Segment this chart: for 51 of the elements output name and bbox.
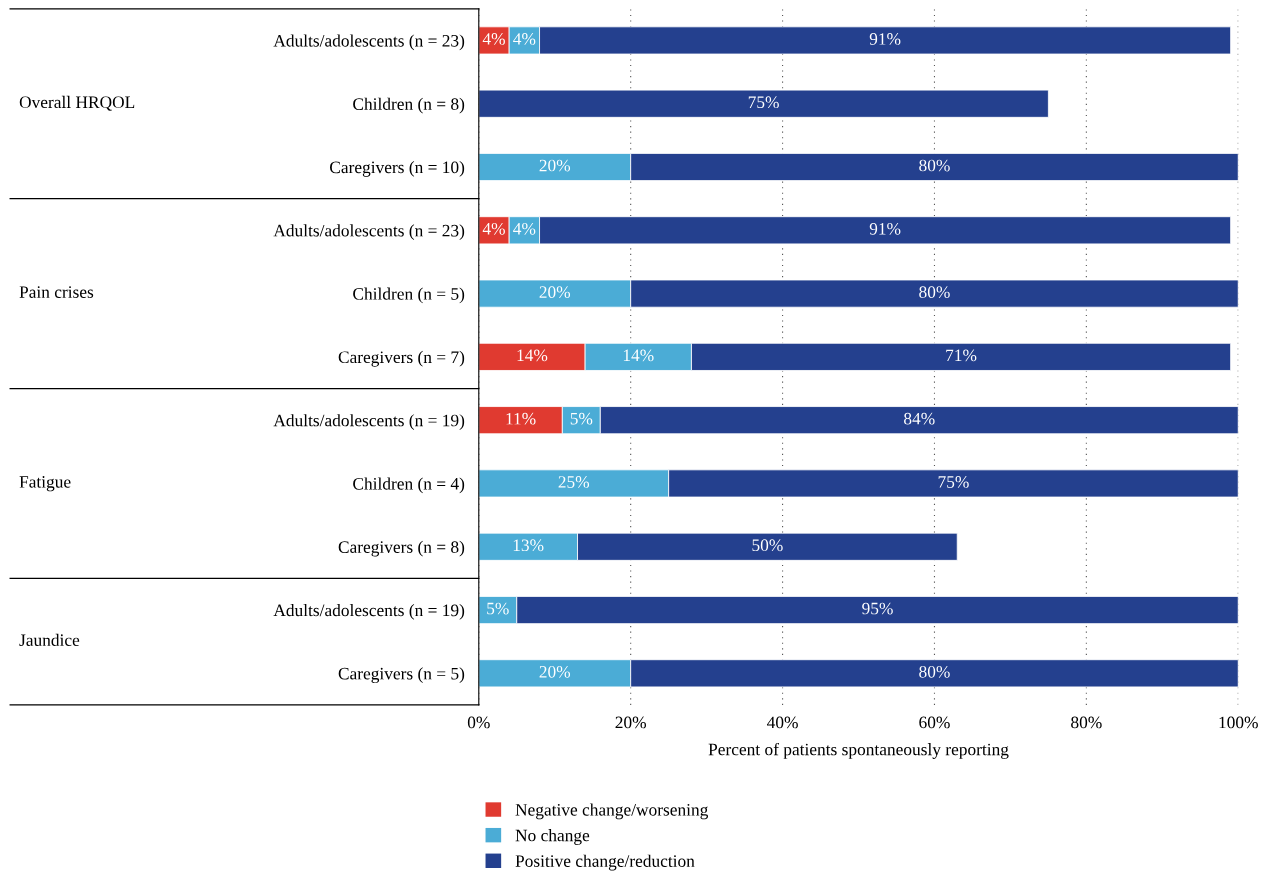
x-tick-label: 0% (467, 716, 490, 729)
y-tick-label: Adults/adolescents (n = 19) (273, 604, 465, 620)
legend-label: Negative change/worsening (515, 803, 709, 820)
data-label: 80% (919, 286, 950, 298)
data-label: 4% (482, 222, 505, 235)
x-tick-label: 20% (615, 716, 646, 729)
x-tick-label: 60% (919, 716, 950, 729)
data-label: 4% (513, 222, 536, 235)
data-label: 75% (748, 96, 779, 109)
data-label: 20% (539, 159, 571, 172)
data-label: 14% (517, 349, 548, 362)
y-tick-label: Adults/adolescents (n = 23) (273, 224, 465, 241)
y-tick-label: Adults/adolescents (n = 23) (273, 34, 465, 51)
y-tick-label: Adults/adolescents (n = 19) (273, 414, 465, 430)
data-label: 4% (513, 33, 536, 45)
data-label: 75% (938, 476, 969, 488)
bar (478, 89, 1049, 118)
data-label: 14% (623, 349, 654, 362)
text: Fatigue (19, 476, 71, 492)
y-tick-label: Caregivers (n = 7) (338, 350, 465, 367)
legend-label: Positive change/reduction (515, 854, 695, 871)
data-label: 91% (869, 222, 901, 235)
y-tick-label: Caregivers (n = 10) (330, 160, 465, 177)
data-label: 80% (919, 665, 950, 678)
data-label: 5% (570, 412, 593, 425)
text: Pain crises (19, 286, 94, 298)
text: Jaundice (19, 633, 80, 647)
data-label: 80% (919, 159, 950, 172)
data-label: 95% (862, 602, 893, 615)
data-label: 13% (513, 539, 544, 552)
data-label: 25% (558, 476, 590, 488)
data-label: 91% (869, 33, 901, 45)
x-tick-label: 40% (767, 716, 798, 729)
x-tick-label: 100% (1219, 716, 1258, 729)
y-tick-label: Children (n = 5) (353, 287, 465, 304)
data-label: 84% (904, 412, 935, 425)
data-label: 11% (506, 412, 536, 425)
y-tick-label: Caregivers (n = 8) (338, 540, 465, 557)
x-axis-title: Percent of patients spontaneously reporting (708, 742, 1009, 759)
y-tick-label: Children (n = 8) (353, 97, 465, 114)
x-tick-label: 80% (1071, 716, 1102, 729)
data-label: 20% (539, 286, 571, 298)
y-tick-label: Children (n = 4) (353, 477, 465, 494)
data-label: 4% (482, 33, 505, 45)
legend-label: No change (515, 829, 590, 845)
data-label: 50% (752, 539, 783, 552)
text: Overall HRQOL (19, 95, 135, 111)
data-label: 20% (539, 665, 571, 678)
data-label: 71% (946, 349, 977, 362)
y-tick-label: Caregivers (n = 5) (338, 667, 465, 684)
data-label: 5% (487, 602, 509, 615)
